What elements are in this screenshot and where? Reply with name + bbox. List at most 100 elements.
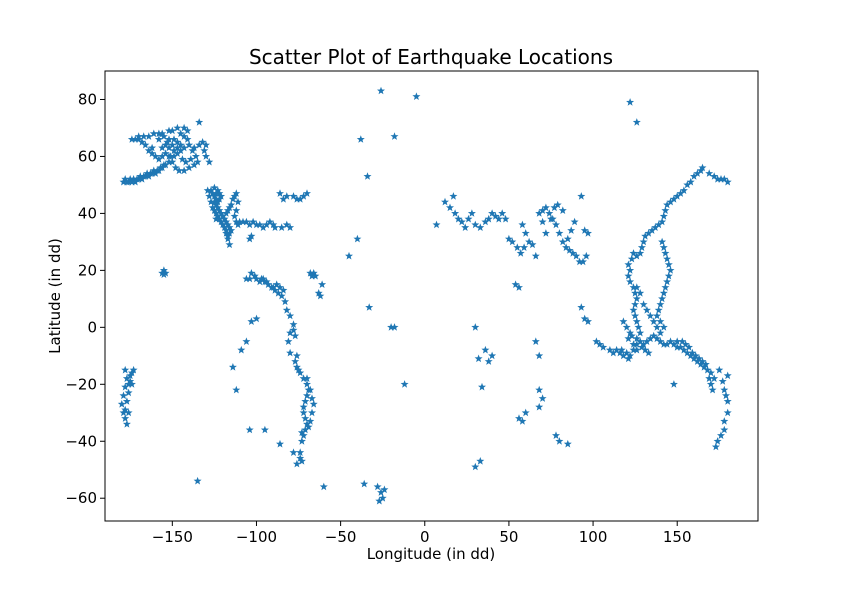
data-point — [289, 320, 298, 328]
data-point — [232, 189, 241, 197]
data-point — [279, 195, 288, 203]
data-point — [535, 351, 544, 360]
data-point — [636, 328, 645, 337]
data-point — [316, 291, 325, 300]
chart-title: Scatter Plot of Earthquake Locations — [249, 45, 613, 69]
data-point — [205, 192, 214, 200]
data-point — [144, 132, 153, 140]
data-point — [158, 143, 167, 152]
data-point — [301, 414, 310, 422]
data-point — [511, 280, 520, 288]
y-tick-label: 60 — [78, 147, 97, 165]
data-point — [292, 363, 301, 371]
data-point — [245, 425, 254, 434]
data-point — [289, 326, 298, 334]
data-point — [165, 157, 173, 166]
data-point — [661, 206, 670, 214]
data-point — [723, 397, 732, 405]
data-point — [622, 348, 631, 357]
data-point — [686, 177, 695, 186]
data-point — [149, 129, 158, 138]
data-point — [281, 297, 290, 306]
data-point — [284, 337, 293, 345]
data-point — [651, 223, 660, 231]
data-point — [695, 354, 704, 363]
data-point — [138, 175, 146, 183]
y-tick-label: 80 — [78, 90, 97, 108]
data-point — [217, 192, 226, 200]
data-point — [131, 177, 140, 186]
data-point — [294, 365, 303, 374]
data-point — [478, 382, 486, 391]
data-point — [148, 149, 157, 157]
data-point — [654, 220, 663, 229]
data-point — [454, 214, 463, 223]
data-point — [683, 180, 692, 189]
data-point — [484, 214, 493, 223]
data-point — [541, 203, 550, 212]
data-point — [634, 323, 643, 331]
data-point — [191, 152, 200, 160]
data-point — [649, 331, 658, 340]
data-point — [225, 223, 234, 231]
data-point — [228, 363, 237, 371]
data-point — [535, 385, 544, 394]
data-point — [518, 220, 527, 229]
data-point — [515, 283, 523, 291]
data-point — [504, 234, 513, 243]
data-point — [277, 223, 286, 231]
data-point — [656, 317, 665, 325]
data-point — [296, 195, 305, 203]
data-point — [515, 414, 523, 422]
data-point — [558, 237, 567, 246]
x-tick-label: 100 — [579, 528, 608, 546]
data-point — [119, 391, 128, 400]
data-point — [659, 243, 668, 251]
data-point — [127, 135, 136, 143]
data-point — [356, 135, 365, 143]
data-point — [168, 126, 177, 135]
data-point — [353, 234, 362, 243]
data-point — [535, 209, 544, 217]
data-point — [213, 203, 222, 212]
data-point — [552, 431, 560, 439]
data-point — [215, 206, 224, 214]
data-point — [121, 382, 130, 391]
data-point — [260, 425, 269, 434]
data-point — [644, 229, 653, 237]
data-point — [301, 425, 310, 434]
data-point — [126, 175, 135, 183]
data-point — [170, 152, 178, 160]
data-point — [705, 169, 714, 177]
data-point — [212, 214, 221, 223]
data-point — [595, 340, 604, 348]
data-point — [570, 217, 579, 226]
data-point — [154, 135, 163, 143]
data-point — [632, 118, 641, 126]
data-point — [247, 269, 256, 277]
y-axis-title: Latitude (in dd) — [46, 238, 64, 354]
data-point — [646, 311, 655, 320]
data-point — [664, 260, 673, 269]
data-point — [363, 172, 372, 180]
data-point — [679, 186, 688, 194]
plot-area — [117, 86, 732, 505]
data-point — [309, 269, 318, 277]
data-point — [683, 348, 692, 357]
data-point — [166, 152, 175, 160]
data-point — [299, 402, 308, 411]
data-point — [286, 311, 295, 320]
data-point — [163, 138, 172, 146]
data-point — [245, 220, 254, 229]
data-point — [661, 249, 670, 257]
data-point — [165, 135, 173, 143]
data-point — [303, 420, 311, 428]
data-point — [449, 192, 458, 200]
data-point — [690, 172, 698, 180]
data-point — [178, 155, 187, 163]
data-point — [168, 140, 177, 149]
data-point — [159, 266, 168, 274]
data-point — [681, 340, 690, 348]
data-point — [154, 166, 163, 175]
data-point — [644, 348, 653, 357]
